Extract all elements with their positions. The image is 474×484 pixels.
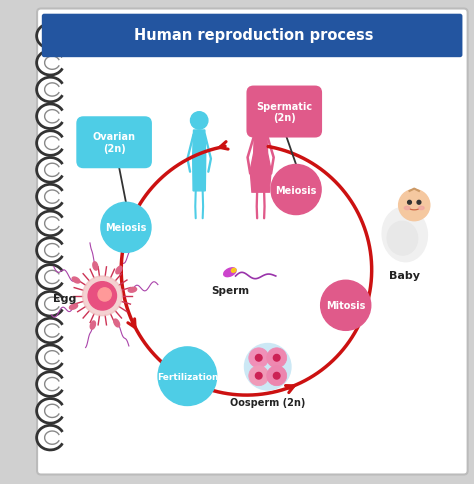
Circle shape [408, 201, 411, 205]
Circle shape [252, 112, 269, 130]
Ellipse shape [70, 304, 78, 310]
Ellipse shape [114, 319, 119, 327]
Ellipse shape [383, 208, 427, 262]
Polygon shape [192, 131, 206, 192]
Text: Human reproduction process: Human reproduction process [134, 29, 374, 44]
Text: Mitosis: Mitosis [326, 301, 365, 311]
Circle shape [399, 190, 430, 221]
Circle shape [98, 288, 111, 302]
Ellipse shape [404, 207, 410, 210]
Text: Ovarian
(2n): Ovarian (2n) [92, 132, 136, 154]
FancyBboxPatch shape [76, 117, 152, 169]
Circle shape [191, 112, 208, 130]
Circle shape [271, 165, 321, 215]
Ellipse shape [387, 222, 418, 256]
Ellipse shape [419, 207, 424, 210]
FancyBboxPatch shape [37, 10, 468, 474]
Circle shape [82, 276, 122, 316]
Circle shape [249, 348, 269, 368]
Circle shape [273, 355, 280, 362]
FancyBboxPatch shape [42, 15, 463, 58]
Text: Baby: Baby [389, 270, 420, 280]
Circle shape [88, 282, 117, 310]
Text: Oosperm (2n): Oosperm (2n) [230, 398, 305, 408]
Ellipse shape [90, 321, 95, 330]
Circle shape [267, 348, 287, 368]
Text: Sperm: Sperm [211, 286, 249, 296]
Text: Meiosis: Meiosis [105, 223, 146, 233]
Circle shape [267, 366, 287, 386]
Polygon shape [250, 131, 271, 193]
Circle shape [320, 281, 371, 331]
Ellipse shape [231, 269, 236, 273]
Text: Fertilization: Fertilization [156, 372, 218, 381]
Ellipse shape [116, 267, 122, 274]
Circle shape [249, 366, 269, 386]
Circle shape [273, 373, 280, 379]
Ellipse shape [93, 262, 98, 271]
Circle shape [417, 201, 421, 205]
Circle shape [158, 347, 217, 406]
Text: Spermatic
(2n): Spermatic (2n) [256, 102, 312, 123]
Ellipse shape [72, 277, 80, 284]
FancyBboxPatch shape [246, 86, 322, 138]
Ellipse shape [224, 268, 236, 277]
Circle shape [101, 203, 151, 253]
Text: Meiosis: Meiosis [275, 185, 317, 195]
Text: Egg: Egg [53, 294, 76, 303]
Circle shape [245, 344, 291, 390]
Circle shape [255, 373, 262, 379]
Circle shape [255, 355, 262, 362]
Ellipse shape [128, 287, 137, 293]
